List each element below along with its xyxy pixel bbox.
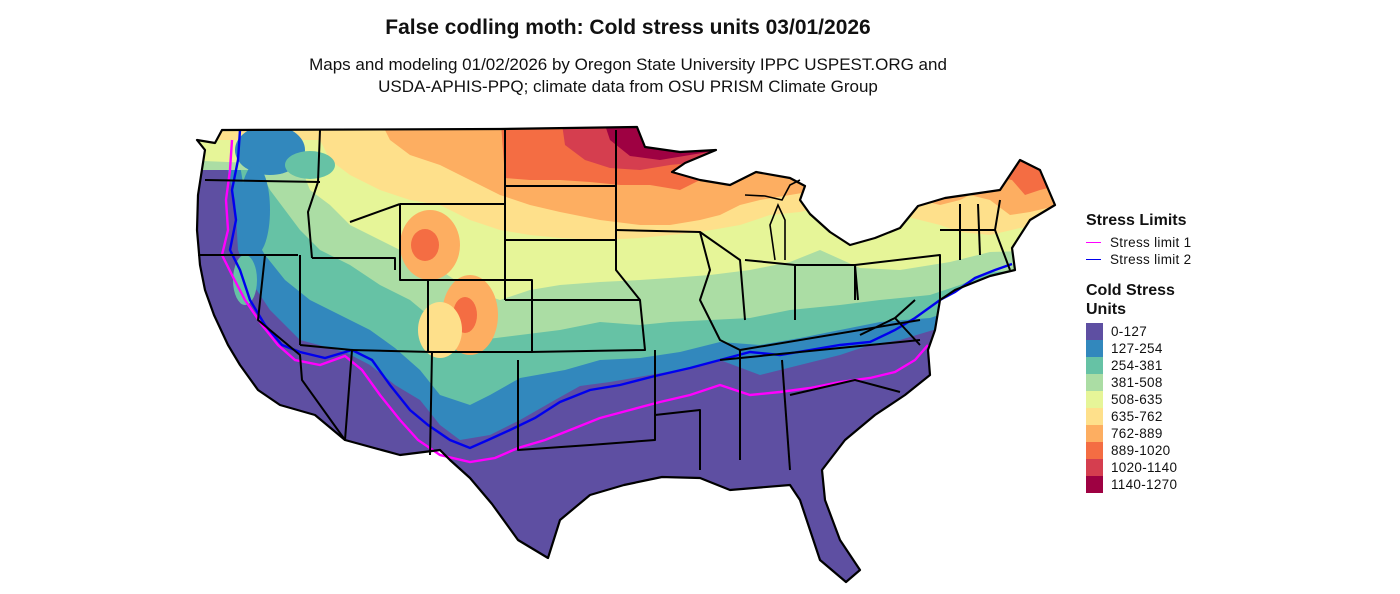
legend-range-label: 1140-1270 xyxy=(1111,477,1178,492)
map-title: False codling moth: Cold stress units 03… xyxy=(385,16,871,39)
cold-stress-legend-item: 0-127 xyxy=(1086,323,1216,340)
cold-stress-legend-item: 127-254 xyxy=(1086,340,1216,357)
cold-stress-units-legend: 0-127 127-254 254-381 381-508 508-635 635-762… xyxy=(1086,323,1216,493)
legend-range-label: 635-762 xyxy=(1111,409,1163,424)
us-cold-stress-map xyxy=(195,125,1057,584)
state-borders xyxy=(198,129,1011,471)
stress-limits-legend: Stress limit 1 Stress limit 2 xyxy=(1086,234,1216,268)
legend-color-swatch xyxy=(1086,391,1103,408)
stress-limit-2-line xyxy=(228,129,1013,450)
legend-color-swatch xyxy=(1086,476,1103,493)
legend-color-swatch xyxy=(1086,323,1103,340)
stress-limit-line-key xyxy=(1086,241,1101,244)
subtitle-line-1: Maps and modeling 01/02/2026 by Oregon S… xyxy=(309,55,947,74)
legend-color-swatch xyxy=(1086,357,1103,374)
legend-color-swatch xyxy=(1086,425,1103,442)
stress-limit-label: Stress limit 2 xyxy=(1110,252,1192,267)
legend-range-label: 0-127 xyxy=(1111,324,1148,339)
legend-range-label: 508-635 xyxy=(1111,392,1163,407)
stress-limit-legend-item: Stress limit 2 xyxy=(1086,251,1216,268)
cold-stress-legend-item: 635-762 xyxy=(1086,408,1216,425)
cold-stress-legend-item: 381-508 xyxy=(1086,374,1216,391)
stress-limits-legend-title: Stress Limits xyxy=(1086,212,1187,229)
cold-stress-legend-item: 1020-1140 xyxy=(1086,459,1216,476)
legend-range-label: 889-1020 xyxy=(1111,443,1171,458)
stress-limit-line-key xyxy=(1086,258,1101,261)
legend-color-swatch xyxy=(1086,459,1103,476)
cold-stress-legend-item: 762-889 xyxy=(1086,425,1216,442)
legend-range-label: 1020-1140 xyxy=(1111,460,1178,475)
stress-limit-1-line xyxy=(220,139,929,464)
cold-stress-legend-item: 889-1020 xyxy=(1086,442,1216,459)
legend: Stress Limits Stress limit 1 Stress limit… xyxy=(1086,211,1216,493)
legend-range-label: 127-254 xyxy=(1111,341,1163,356)
legend-range-label: 381-508 xyxy=(1111,375,1163,390)
legend-range-label: 762-889 xyxy=(1111,426,1163,441)
stress-limit-label: Stress limit 1 xyxy=(1110,235,1192,250)
cold-stress-legend-item: 254-381 xyxy=(1086,357,1216,374)
subtitle-line-2: USDA-APHIS-PPQ; climate data from OSU PR… xyxy=(378,77,878,96)
legend-color-swatch xyxy=(1086,408,1103,425)
cold-stress-legend-item: 1140-1270 xyxy=(1086,476,1216,493)
legend-color-swatch xyxy=(1086,340,1103,357)
stress-limit-legend-item: Stress limit 1 xyxy=(1086,234,1216,251)
cold-stress-legend-item: 508-635 xyxy=(1086,391,1216,408)
legend-range-label: 254-381 xyxy=(1111,358,1163,373)
cold-stress-units-legend-title: Cold Stress Units xyxy=(1086,282,1175,318)
map-subtitle: Maps and modeling 01/02/2026 by Oregon S… xyxy=(0,54,1256,98)
coast-details xyxy=(744,179,801,261)
us-outline xyxy=(195,125,1057,584)
legend-color-swatch xyxy=(1086,442,1103,459)
legend-color-swatch xyxy=(1086,374,1103,391)
